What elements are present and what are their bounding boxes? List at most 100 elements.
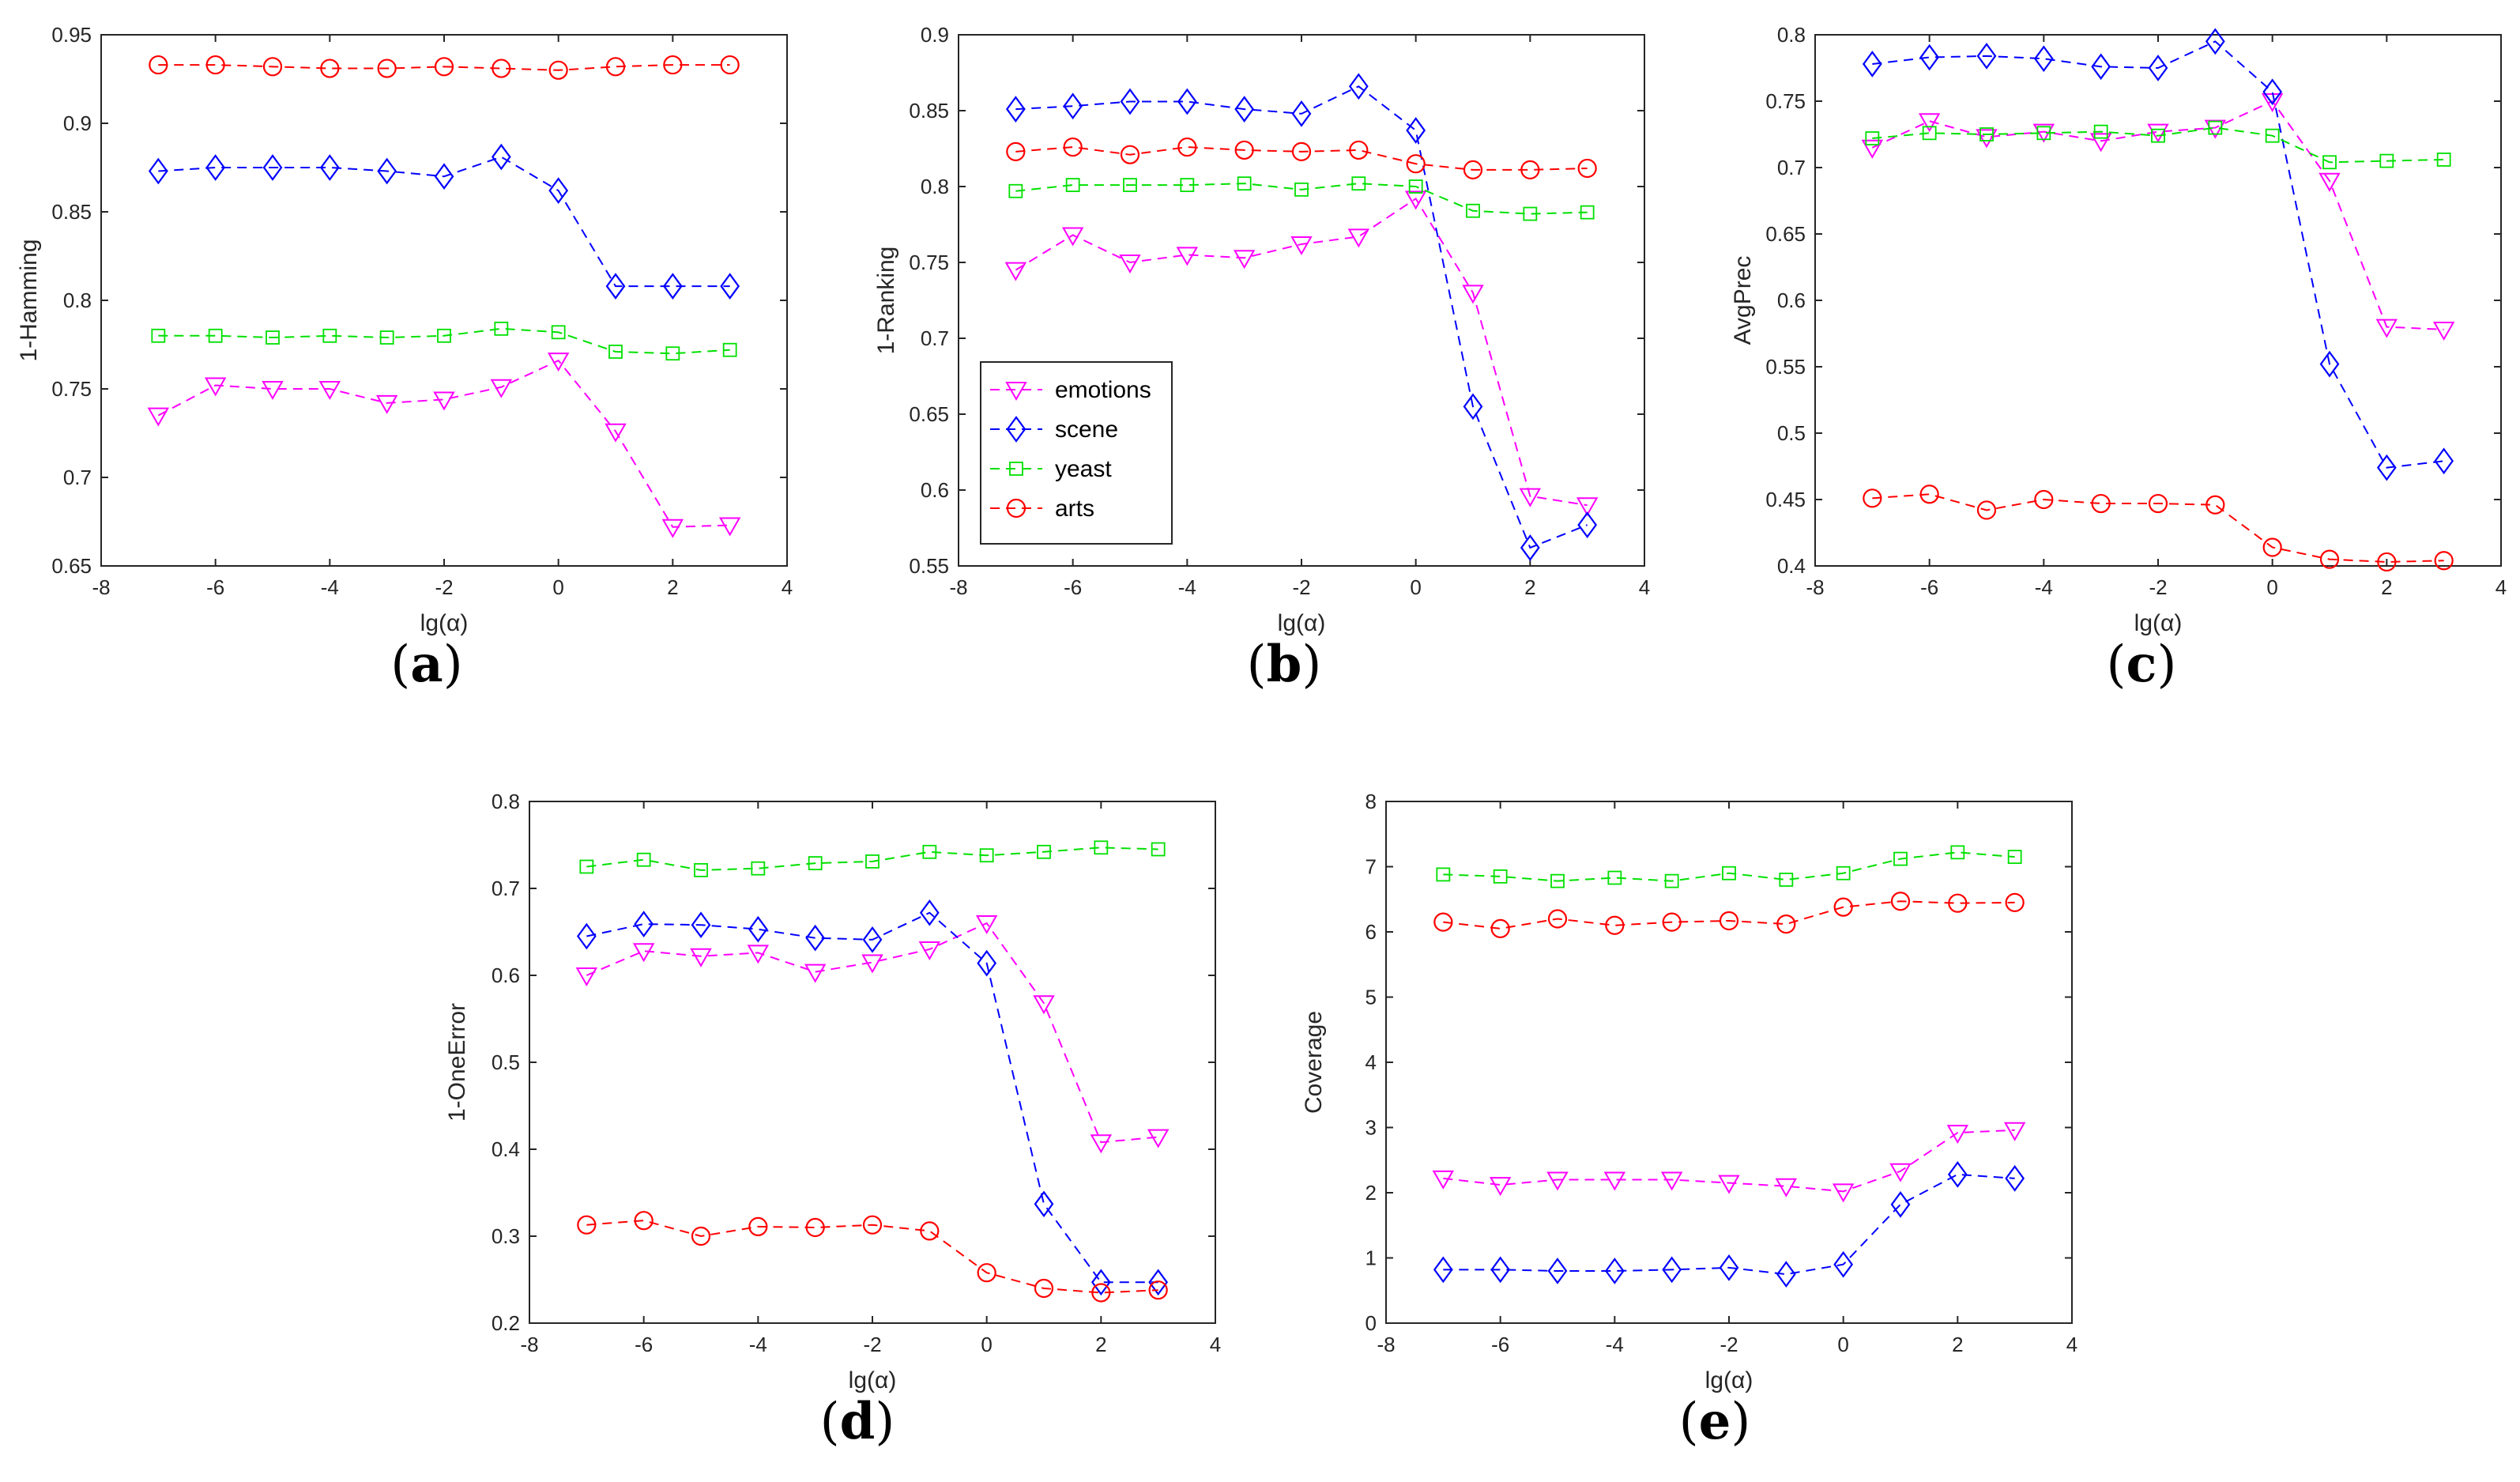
data-point (1290, 236, 1313, 255)
x-tick-label: -8 (949, 575, 967, 599)
series-emotions (575, 915, 1170, 1154)
data-point (977, 1263, 996, 1283)
series-line (586, 847, 1158, 871)
data-point (2205, 28, 2225, 55)
data-point (1063, 92, 1083, 120)
data-point (605, 423, 627, 443)
data-point (1948, 893, 1968, 913)
panel-label-close: ) (875, 1393, 895, 1451)
data-point (1294, 182, 1309, 197)
panel-label-letter: c (2126, 635, 2157, 694)
data-point (2151, 128, 2165, 143)
data-point (862, 1215, 883, 1235)
data-point (1519, 488, 1542, 507)
series-scene (1005, 73, 1598, 561)
y-tick-label: 0.2 (492, 1311, 520, 1335)
data-point (1890, 892, 1911, 911)
data-point (1863, 488, 1882, 508)
data-point (1177, 88, 1197, 115)
data-point (575, 967, 598, 987)
x-tick-label: -2 (1292, 575, 1310, 599)
panel-label-letter: b (1267, 635, 1302, 694)
y-axis-label: AvgPrec (1730, 256, 1756, 345)
y-tick-label: 0.9 (63, 111, 92, 135)
x-tick-label: -4 (1606, 1333, 1624, 1356)
data-point (1664, 873, 1679, 888)
data-point (1976, 43, 1997, 70)
data-point (1662, 912, 1682, 932)
series-line (158, 156, 730, 288)
x-tick-label: 4 (1639, 575, 1650, 599)
data-point (1833, 897, 1853, 917)
data-point (548, 60, 568, 80)
data-point (319, 154, 340, 181)
series-scene (1862, 28, 2454, 481)
data-point (2036, 126, 2051, 141)
data-point (577, 1215, 597, 1235)
y-tick-label: 3 (1365, 1116, 1377, 1140)
data-point (1776, 914, 1796, 934)
data-point (548, 177, 569, 204)
data-point (1463, 160, 1483, 179)
data-point (1090, 1134, 1113, 1154)
data-point (634, 1211, 654, 1231)
data-point (205, 55, 225, 75)
data-point (377, 58, 397, 78)
series-line (1015, 183, 1588, 215)
data-point (718, 517, 741, 537)
series-line (158, 64, 730, 71)
x-tick-label: 0 (1837, 1333, 1848, 1356)
data-point (437, 328, 451, 343)
data-point (722, 342, 737, 357)
y-tick-label: 0.65 (51, 554, 92, 578)
x-tick-label: 0 (2266, 575, 2277, 599)
data-point (491, 143, 511, 171)
data-point (805, 1217, 825, 1238)
data-point (2147, 123, 2169, 143)
data-point (1466, 203, 1480, 218)
data-point (2265, 128, 2280, 143)
x-tick-label: -2 (863, 1333, 881, 1356)
data-point (1718, 1175, 1740, 1194)
y-tick-label: 0.55 (909, 554, 949, 578)
data-point (608, 345, 623, 359)
data-point (1577, 511, 1598, 539)
data-point (690, 948, 712, 967)
data-point (979, 848, 994, 863)
series-yeast (1865, 120, 2451, 170)
x-tick-label: -8 (520, 1333, 538, 1356)
y-tick-label: 0.3 (492, 1224, 520, 1248)
data-point (379, 330, 394, 345)
data-point (805, 924, 826, 952)
x-axis-label: lg(α) (420, 610, 469, 636)
data-point (663, 55, 683, 75)
subplot-a: -8 -6 -4 -2 0 2 4 0.65 0.7 0.75 0.8 0.85 0.9 0.95 lg(α… (16, 23, 793, 694)
data-point (1432, 1170, 1455, 1190)
x-tick-label: -6 (206, 575, 224, 599)
series-line (1443, 851, 2015, 882)
data-point (1493, 869, 1508, 884)
data-point (665, 346, 680, 361)
panel-label-letter: a (410, 635, 443, 694)
y-tick-label: 0.45 (1765, 488, 1806, 511)
data-point (1436, 867, 1451, 882)
data-point (2091, 493, 2111, 514)
data-point (691, 911, 711, 939)
data-point (1922, 126, 1937, 141)
data-point (1547, 909, 1568, 929)
series-line (157, 359, 730, 528)
data-point (920, 1221, 940, 1241)
y-tick-label: 0.6 (1777, 288, 1806, 312)
x-tick-label: -2 (1720, 1333, 1738, 1356)
y-tick-label: 0.95 (51, 23, 92, 47)
series-emotions (1861, 93, 2455, 341)
data-point (1577, 158, 1597, 179)
plot-frame (1814, 34, 2502, 567)
data-point (1547, 1258, 1568, 1284)
y-tick-label: 0.8 (63, 288, 92, 312)
plot-frame (1385, 801, 2073, 1324)
data-point (208, 328, 223, 343)
data-point (2205, 495, 2225, 515)
data-point (1034, 1190, 1054, 1218)
